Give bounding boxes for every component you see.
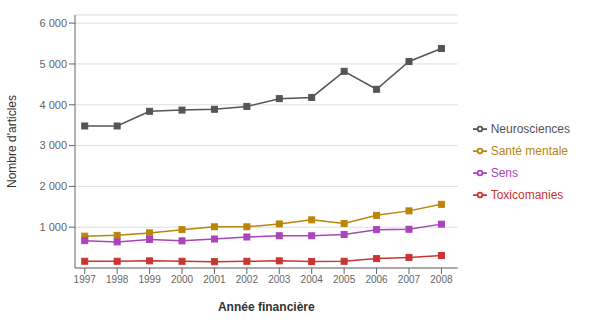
svg-text:2002: 2002 — [236, 274, 259, 285]
html-text:Sens: Sens — [490, 165, 518, 180]
svg-text:1997: 1997 — [74, 274, 97, 285]
svg-text:Année financière: Année financière — [218, 300, 315, 314]
svg-text:5 000: 5 000 — [39, 58, 67, 70]
svg-text:Nombre d'articles: Nombre d'articles — [8, 95, 19, 188]
svg-text:2005: 2005 — [333, 274, 356, 285]
svg-text:1999: 1999 — [138, 274, 161, 285]
svg-text:2003: 2003 — [268, 274, 291, 285]
html-text:Toxicomanies: Toxicomanies — [490, 187, 564, 202]
svg-text:1998: 1998 — [106, 274, 129, 285]
svg-text:2006: 2006 — [365, 274, 388, 285]
svg-text:3 000: 3 000 — [39, 139, 67, 151]
html-text:Neurosciences: Neurosciences — [490, 121, 570, 136]
svg-text:4 000: 4 000 — [39, 99, 67, 111]
svg-text:2007: 2007 — [398, 274, 421, 285]
html-text:Santé mentale: Santé mentale — [490, 143, 568, 158]
svg-text:2000: 2000 — [171, 274, 194, 285]
svg-text:2001: 2001 — [203, 274, 226, 285]
svg-text:1 000: 1 000 — [39, 221, 67, 233]
svg-text:2008: 2008 — [430, 274, 453, 285]
svg-text:6 000: 6 000 — [39, 17, 67, 29]
svg-text:2 000: 2 000 — [39, 180, 67, 192]
svg-text:2004: 2004 — [301, 274, 324, 285]
